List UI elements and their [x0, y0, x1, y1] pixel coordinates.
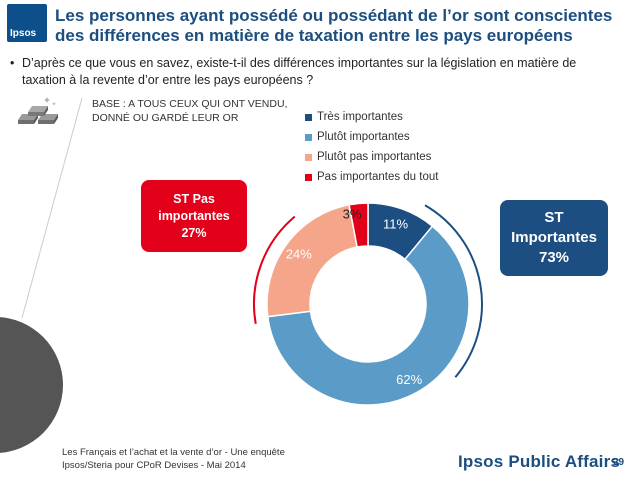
- legend-label: Très importantes: [317, 107, 403, 127]
- badge-left-line-2: importantes: [141, 208, 247, 225]
- base-note: BASE : A TOUS CEUX QUI ONT VENDU, DONNÉ …: [92, 97, 287, 125]
- legend-label: Plutôt pas importantes: [317, 147, 431, 167]
- page-number: 29: [613, 457, 624, 468]
- question-text: D’après ce que vous en savez, existe-t-i…: [10, 55, 620, 89]
- donut-chart: 11% 62% 24% 3%: [267, 203, 469, 405]
- legend-item: Plutôt importantes: [305, 127, 438, 147]
- legend-label: Pas importantes du tout: [317, 167, 438, 187]
- ipsos-logo: Ipsos: [7, 4, 47, 42]
- question-bullet: •: [10, 55, 14, 72]
- legend-swatch: [305, 154, 312, 161]
- badge-right-value: 73%: [500, 248, 608, 268]
- slice-label: 11%: [383, 217, 408, 232]
- logo-text: Ipsos: [10, 28, 36, 39]
- slice-label: 24%: [286, 247, 312, 262]
- source-note: Les Français et l’achat et la vente d’or…: [62, 446, 285, 472]
- decorative-circle: [0, 317, 63, 453]
- chart-legend: Très importantes Plutôt importantes Plutôt…: [305, 107, 438, 187]
- badge-right-line-1: ST: [500, 208, 608, 228]
- badge-st-pas-importantes: ST Pas importantes 27%: [141, 180, 247, 252]
- source-line-2: Ipsos/Steria pour CPoR Devises - Mai 201…: [62, 459, 285, 472]
- legend-swatch: [305, 134, 312, 141]
- question-block: • D’après ce que vous en savez, existe-t…: [10, 55, 620, 89]
- brand-name: Ipsos Public Affairs: [458, 452, 620, 472]
- decorative-line: [22, 98, 82, 318]
- badge-left-value: 27%: [141, 225, 247, 242]
- base-line-1: BASE : A TOUS CEUX QUI ONT VENDU,: [92, 97, 287, 111]
- badge-st-importantes: ST Importantes 73%: [500, 200, 608, 276]
- legend-label: Plutôt importantes: [317, 127, 410, 147]
- legend-swatch: [305, 174, 312, 181]
- legend-item: Très importantes: [305, 107, 438, 127]
- legend-swatch: [305, 114, 312, 121]
- slice-label: 62%: [396, 372, 422, 387]
- slice-label: 3%: [343, 206, 362, 221]
- badge-left-line-1: ST Pas: [141, 191, 247, 208]
- badge-right-line-2: Importantes: [500, 228, 608, 248]
- page-title: Les personnes ayant possédé ou possédant…: [55, 6, 625, 46]
- legend-item: Plutôt pas importantes: [305, 147, 438, 167]
- donut-slice: [267, 205, 357, 317]
- base-line-2: DONNÉ OU GARDÉ LEUR OR: [92, 111, 287, 125]
- gold-bars-icon: [14, 94, 64, 128]
- source-line-1: Les Français et l’achat et la vente d’or…: [62, 446, 285, 459]
- legend-item: Pas importantes du tout: [305, 167, 438, 187]
